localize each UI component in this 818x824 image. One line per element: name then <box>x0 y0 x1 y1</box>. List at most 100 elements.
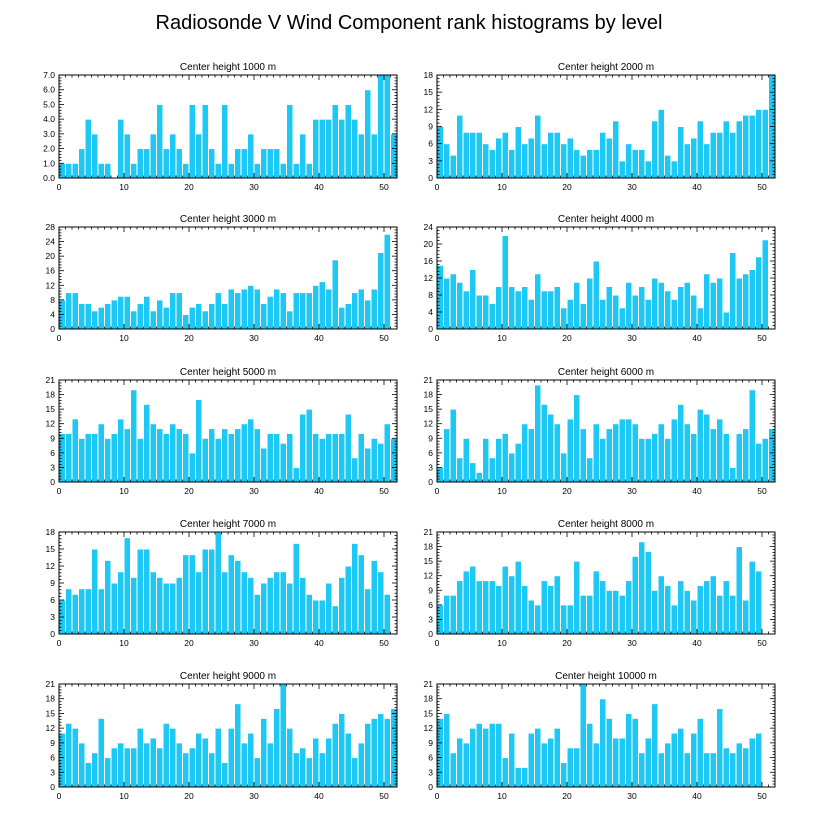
histogram-bar <box>182 313 190 330</box>
histogram-bar <box>696 120 704 179</box>
x-tick-label: 10 <box>119 638 129 648</box>
histogram-bar <box>690 599 698 635</box>
histogram-bar <box>383 74 391 179</box>
histogram-bar <box>638 286 646 330</box>
histogram-bar <box>344 103 352 179</box>
histogram-bar <box>696 717 704 788</box>
histogram-bar <box>117 571 125 635</box>
histogram-bar <box>286 582 294 635</box>
histogram-bar <box>260 717 268 788</box>
histogram-bar <box>521 423 529 483</box>
histogram-bar <box>761 108 769 179</box>
histogram-bar <box>677 727 685 788</box>
histogram-bar <box>592 260 600 330</box>
histogram-bar <box>227 432 235 483</box>
y-tick-label: 0 <box>428 629 433 639</box>
histogram-bar <box>501 131 509 179</box>
y-tick-label: 9 <box>50 738 55 748</box>
histogram-bar <box>208 752 216 788</box>
y-tick-label: 8 <box>428 290 433 300</box>
x-tick-label: 10 <box>497 182 507 192</box>
histogram-bar <box>566 604 574 635</box>
panel-title: Center height 1000 m <box>180 62 276 73</box>
histogram-bar <box>573 394 581 483</box>
histogram-bar <box>729 252 737 330</box>
histogram-bar <box>195 732 203 788</box>
histogram-bar <box>696 584 704 635</box>
histogram-bar <box>331 605 339 635</box>
histogram-bar <box>560 452 568 483</box>
histogram-bar <box>703 580 711 635</box>
histogram-bar <box>279 442 287 483</box>
y-tick-label: 2.0 <box>43 144 55 154</box>
y-tick-label: 18 <box>424 694 434 704</box>
histogram-bar <box>84 118 92 179</box>
histogram-bar <box>605 286 613 330</box>
x-tick-label: 0 <box>435 791 440 801</box>
histogram-bar <box>761 437 769 483</box>
histogram-bar <box>143 148 151 179</box>
histogram-bar <box>227 162 235 179</box>
histogram-bar <box>130 747 138 788</box>
histogram-bar <box>240 423 248 483</box>
histogram-bar <box>312 737 320 788</box>
histogram-panel: Center height 9000 m 0 10 20 30 40 50 0 3 6 9 12 15 1… <box>46 671 398 801</box>
histogram-bar <box>488 457 496 483</box>
histogram-bar <box>703 273 711 330</box>
histogram-bar <box>436 126 444 179</box>
histogram-bar <box>508 452 516 483</box>
histogram-bar <box>214 437 222 483</box>
histogram-bar <box>690 294 698 330</box>
histogram-bar <box>755 732 763 788</box>
histogram-bar <box>586 594 594 635</box>
histogram-bar <box>670 418 678 483</box>
y-tick-label: 5.0 <box>43 99 55 109</box>
histogram-bar <box>521 143 529 179</box>
histogram-bar <box>618 307 626 330</box>
histogram-bar <box>195 133 203 179</box>
histogram-bar <box>547 413 555 483</box>
histogram-bar <box>488 580 496 635</box>
histogram-bar <box>612 294 620 330</box>
histogram-bar <box>78 148 86 179</box>
histogram-bar <box>305 408 313 483</box>
histogram-bar <box>169 292 177 330</box>
histogram-bar <box>214 292 222 330</box>
y-tick-label: 0 <box>50 477 55 487</box>
y-tick-label: 15 <box>424 404 434 414</box>
histogram-bar <box>521 286 529 330</box>
y-tick-label: 15 <box>46 404 56 414</box>
histogram-bar <box>664 437 672 483</box>
histogram-bar <box>156 428 164 483</box>
histogram-bar <box>364 447 372 483</box>
histogram-bar <box>456 580 464 635</box>
histogram-bar <box>383 233 391 330</box>
histogram-bar <box>722 580 730 635</box>
histogram-bar <box>573 560 581 635</box>
histogram-bar <box>469 565 477 635</box>
histogram-bar <box>488 303 496 330</box>
histogram-bar <box>501 432 509 483</box>
y-tick-label: 18 <box>46 527 56 537</box>
y-tick-label: 18 <box>424 390 434 400</box>
histogram-bar <box>175 576 183 635</box>
histogram-panel: Center height 3000 m 0 10 20 30 40 50 0 4 8 12 16 20… <box>46 214 398 343</box>
histogram-bar <box>482 437 490 483</box>
histogram-bar <box>618 737 626 788</box>
histogram-bar <box>97 588 105 635</box>
histogram-bar <box>677 126 685 179</box>
histogram-bar <box>91 432 99 483</box>
histogram-bar <box>657 575 665 635</box>
histogram-bar <box>540 403 548 483</box>
histogram-bar <box>755 256 763 330</box>
y-tick-label: 6 <box>428 600 433 610</box>
histogram-bar <box>169 133 177 179</box>
y-tick-label: 12 <box>424 723 434 733</box>
y-tick-label: 18 <box>424 70 434 80</box>
histogram-bar <box>508 732 516 788</box>
histogram-bar <box>462 131 470 179</box>
histogram-bar <box>136 303 144 330</box>
histogram-bar <box>716 418 724 483</box>
histogram-bar <box>683 423 691 483</box>
y-tick-label: 15 <box>424 556 434 566</box>
